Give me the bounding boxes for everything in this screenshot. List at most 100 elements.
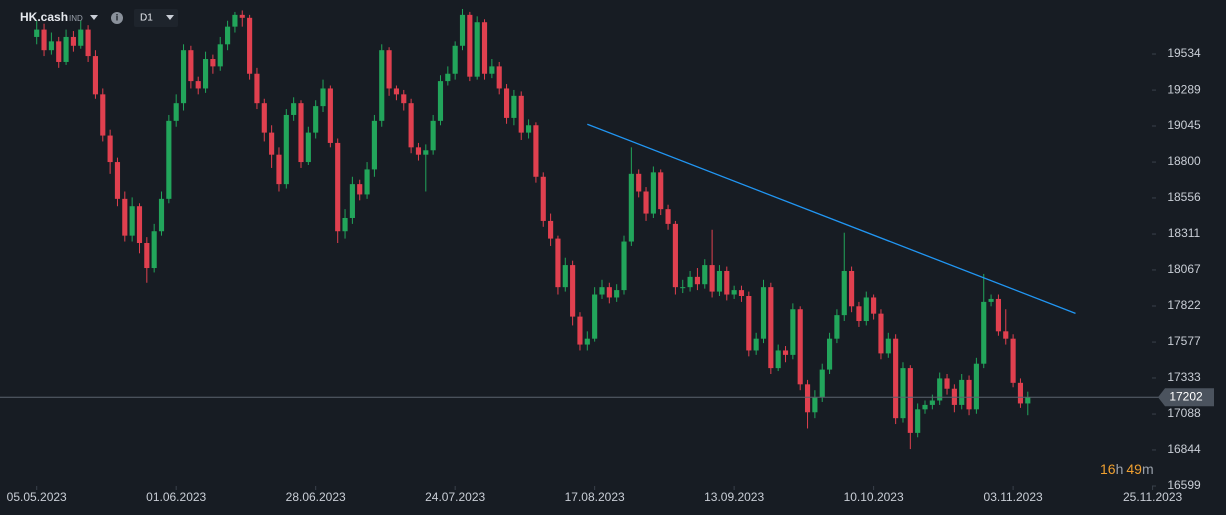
candle-body <box>709 265 715 292</box>
candle-body <box>239 14 245 18</box>
candle-body <box>592 294 598 339</box>
x-tick-label: 25.11.2023 <box>1123 490 1182 504</box>
candle-body <box>254 73 260 104</box>
candle-body <box>180 50 187 104</box>
info-icon[interactable] <box>111 12 123 24</box>
candle-body <box>357 184 363 195</box>
candle-body <box>371 120 377 170</box>
countdown-minutes: 49 <box>1126 461 1142 477</box>
candle-body <box>702 265 708 285</box>
candle-body <box>430 120 436 151</box>
candle-body <box>863 297 869 322</box>
candle-body <box>621 241 627 291</box>
y-tick-label: 17577 <box>1167 334 1201 348</box>
candle-body <box>445 73 451 82</box>
candle-body <box>907 368 913 433</box>
candle-body <box>893 338 899 419</box>
candle-body <box>481 22 488 74</box>
candle-body <box>459 14 466 46</box>
candle-body <box>555 238 561 288</box>
dropdown-icon[interactable] <box>166 15 174 20</box>
candle-body <box>599 287 605 295</box>
candle-body <box>922 404 928 410</box>
candle-body <box>151 231 157 269</box>
candle-body <box>283 114 289 185</box>
candle-body <box>70 36 76 46</box>
candle-body <box>85 29 91 57</box>
candle-body <box>878 313 884 354</box>
candle-body <box>144 243 150 269</box>
timeframe-box[interactable] <box>134 9 178 27</box>
candle-body <box>1003 331 1009 339</box>
x-tick-label: 01.06.2023 <box>146 490 206 504</box>
candle-body <box>247 17 253 74</box>
candle-body <box>548 220 554 239</box>
candle-body <box>327 88 333 143</box>
current-price-label: 17202 <box>1169 389 1203 403</box>
candle-body <box>841 270 847 316</box>
y-tick-label: 18311 <box>1168 226 1201 240</box>
y-tick-label: 17333 <box>1167 370 1201 384</box>
y-tick-label: 17822 <box>1167 298 1201 312</box>
symbol[interactable]: HK.cash <box>20 10 68 24</box>
x-tick-label: 03.11.2023 <box>984 490 1043 504</box>
candle-body <box>41 29 47 51</box>
y-tick-label: 16599 <box>1167 478 1201 492</box>
candle-body <box>173 103 179 121</box>
candle-body <box>210 59 216 67</box>
candle-body <box>540 176 546 221</box>
y-tick-label: 19045 <box>1167 118 1201 132</box>
y-tick-label: 19534 <box>1167 46 1201 60</box>
candle-body <box>107 135 113 163</box>
candle-body <box>291 103 297 115</box>
candle-body <box>474 22 480 77</box>
candle-body <box>1010 338 1016 383</box>
candle-body <box>944 378 950 389</box>
candle-body <box>826 338 833 370</box>
candle-body <box>114 162 121 199</box>
candle-body <box>790 309 796 355</box>
candle-body <box>202 59 209 89</box>
candle-body <box>804 384 811 413</box>
candle-body <box>92 56 99 95</box>
candle-body <box>885 338 891 354</box>
y-tick-label: 16844 <box>1167 442 1201 456</box>
candle-body <box>694 276 700 285</box>
countdown-hours: 16 <box>1100 461 1116 477</box>
countdown-unit: h <box>1116 461 1124 477</box>
candle-body <box>856 306 862 322</box>
candle-body <box>158 198 165 232</box>
candle-body <box>966 379 972 410</box>
candle-body <box>269 132 275 155</box>
candle-body <box>298 103 304 163</box>
candle-body <box>981 301 987 364</box>
candle-body <box>1025 397 1031 404</box>
candle-body <box>716 270 723 292</box>
dropdown-icon[interactable] <box>90 15 98 20</box>
candle-body <box>342 217 348 232</box>
candle-body <box>768 287 774 369</box>
candle-body <box>423 150 429 155</box>
candle-body <box>929 400 935 405</box>
candle-body <box>166 120 172 199</box>
timeframe[interactable]: D1 <box>140 13 153 24</box>
x-tick-label: 28.06.2023 <box>286 490 346 504</box>
info-glyph: i <box>116 12 119 22</box>
countdown: 16h 49m <box>1100 461 1154 477</box>
candle-body <box>261 103 267 133</box>
candle-body <box>225 26 231 45</box>
candle-body <box>900 368 906 419</box>
y-tick-label: 18067 <box>1167 262 1201 276</box>
candle-body <box>782 350 789 355</box>
candle-body <box>122 198 128 236</box>
candle-body <box>386 50 392 89</box>
candle-body <box>364 169 370 195</box>
candle-body <box>834 315 840 339</box>
candle-body <box>78 29 84 46</box>
candle-body <box>606 287 612 298</box>
candle-body <box>643 191 649 214</box>
candle-body <box>393 88 400 95</box>
candle-body <box>687 276 693 288</box>
